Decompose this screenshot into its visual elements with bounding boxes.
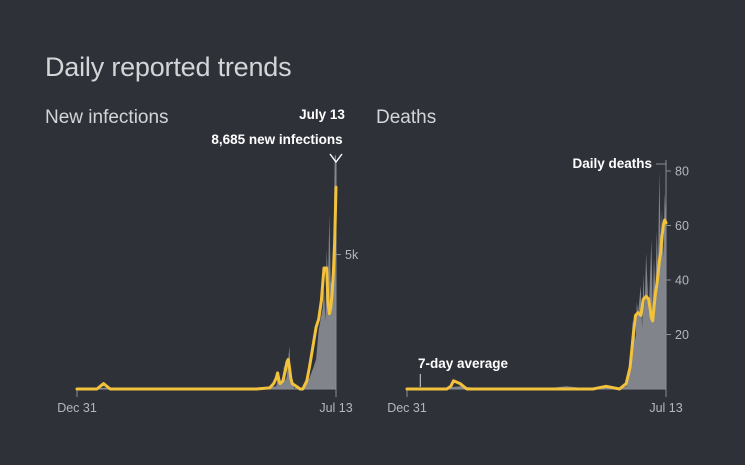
daily-deaths-label: Daily deaths <box>572 156 652 171</box>
y-tick-label: 40 <box>675 274 689 288</box>
seven-day-average-label: 7-day average <box>418 356 509 371</box>
annotation-pointer <box>329 153 343 164</box>
y-tick-label: 5k <box>345 248 359 262</box>
y-tick-label: 80 <box>675 165 689 179</box>
page-title: Daily reported trends <box>45 52 292 82</box>
x-tick-label-end: Jul 13 <box>649 401 682 415</box>
x-tick-label-start: Dec 31 <box>57 401 97 415</box>
x-tick-label-end: Jul 13 <box>319 401 352 415</box>
y-tick-label: 60 <box>675 219 689 233</box>
annotation-value: 8,685 new infections <box>211 132 342 147</box>
x-tick-label-start: Dec 31 <box>387 401 427 415</box>
annotation-date: July 13 <box>299 107 345 122</box>
y-tick-label: 20 <box>675 328 689 342</box>
seven-day-average-line <box>405 218 668 391</box>
daily-bars-area <box>407 171 666 389</box>
infections-chart-title: New infections <box>45 107 169 128</box>
deaths-chart-title: Deaths <box>376 107 437 128</box>
seven-day-average-line <box>75 185 338 391</box>
